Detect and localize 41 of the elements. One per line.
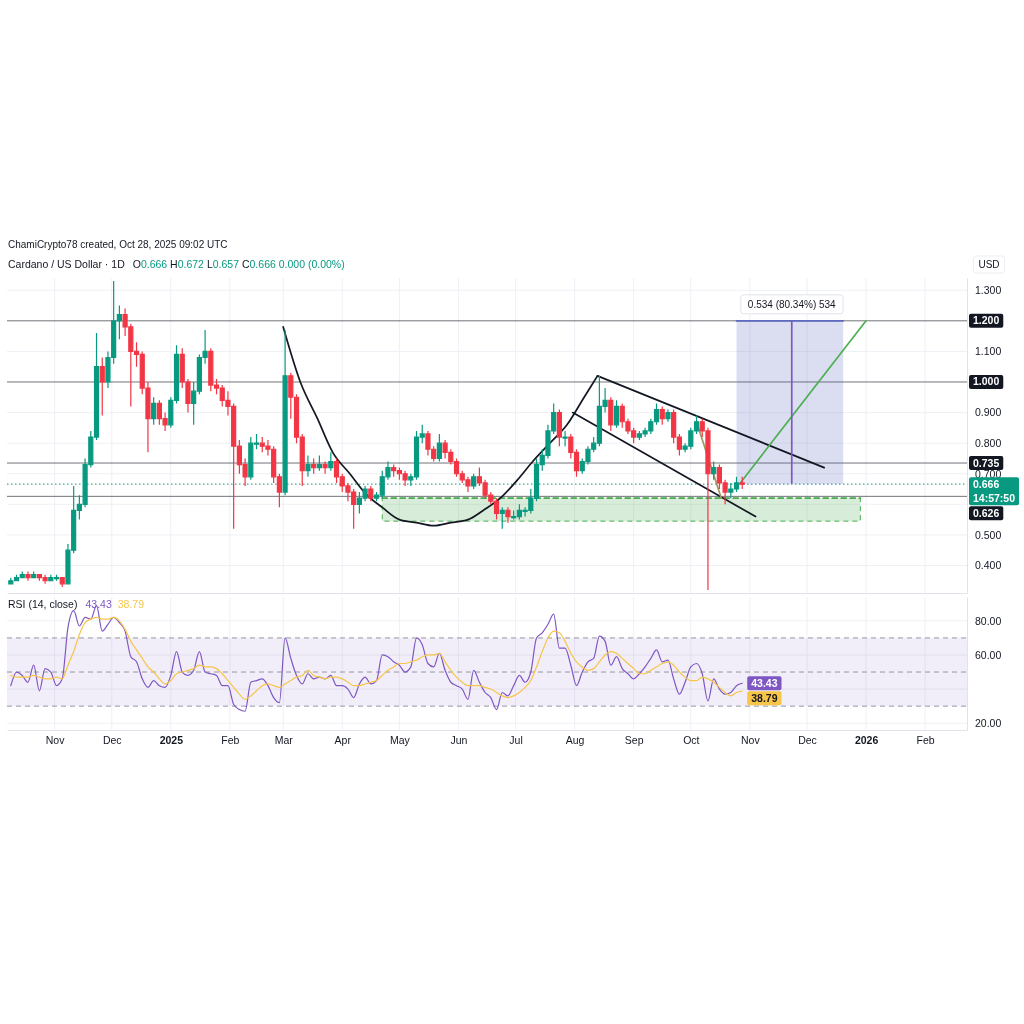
text: 43.43	[85, 598, 112, 610]
y-tick-label: 20.00	[975, 717, 1002, 730]
y-tick-label: 0.500	[975, 528, 1002, 541]
x-tick-label: Jun	[450, 734, 468, 747]
x-tick-label: Nov	[45, 734, 66, 747]
x-tick-label: Sep	[624, 734, 644, 747]
annotation: 0.534 (80.34%) 534	[747, 298, 837, 310]
x-tick-label: Aug	[565, 734, 585, 747]
x-tick-label: 2025	[159, 734, 184, 747]
y-tick-label: 60.00	[975, 648, 1002, 661]
ref-line-label: 0.666 14:57:50	[973, 477, 1016, 504]
y-axis-title: USD	[978, 259, 1000, 270]
chart-title: RSI (14, close)	[8, 598, 78, 610]
x-tick-label: Feb	[221, 734, 240, 747]
x-tick-label: Dec	[798, 734, 817, 747]
x-tick-label: May	[389, 734, 411, 747]
ref-line-label: 0.735	[973, 456, 1000, 469]
x-tick-label: Dec	[102, 734, 122, 747]
ref-line-label: 0.626	[973, 506, 1000, 519]
x-tick-label: Nov	[741, 734, 761, 747]
x-tick-label: Apr	[334, 734, 352, 747]
chart-title: Cardano / US Dollar · 1D	[8, 258, 126, 270]
y-tick-label: 0.900	[975, 406, 1002, 419]
ref-line-label: 1.000	[973, 375, 1000, 388]
x-tick-label: Jul	[509, 734, 523, 747]
y-tick-label: 1.300	[975, 284, 1002, 297]
y-tick-label: 0.700	[975, 467, 1002, 480]
x-tick-label: Feb	[916, 734, 935, 747]
text: 38.79	[117, 598, 145, 610]
data-label: 43.43	[751, 676, 778, 689]
y-tick-label: 0.800	[975, 437, 1002, 450]
x-tick-label: 2026	[854, 734, 879, 747]
ref-line-label: 1.200	[973, 314, 1000, 327]
chart-subtitle: O0.666 H0.672 L0.657 C0.666 0.000 (0.00%)	[132, 258, 345, 270]
y-tick-label: 0.400	[975, 559, 1002, 572]
data-label: 38.79	[751, 691, 778, 704]
y-tick-label: 80.00	[975, 614, 1002, 627]
x-tick-label: Oct	[683, 734, 700, 747]
y-tick-label: 1.100	[975, 345, 1002, 358]
text: ChamiCrypto78 created, Oct 28, 2025 09:02 UTC	[8, 239, 228, 250]
x-tick-label: Mar	[274, 734, 294, 747]
